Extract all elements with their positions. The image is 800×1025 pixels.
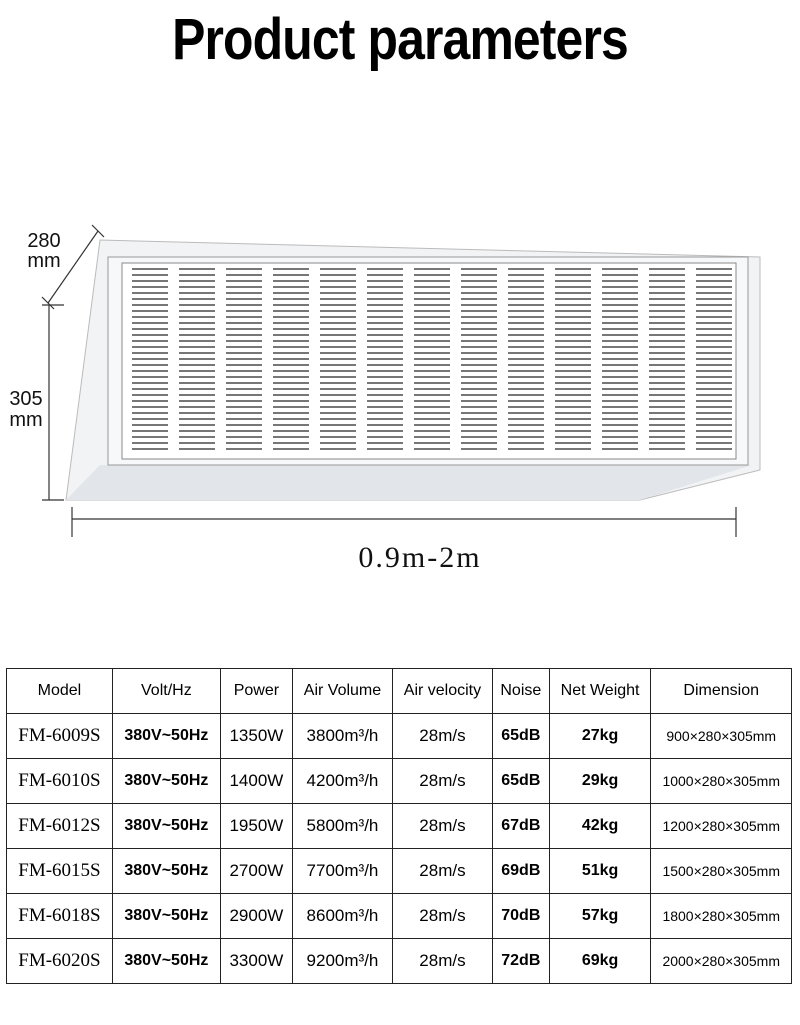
column-header: Net Weight <box>548 668 652 714</box>
table-cell: 1400W <box>219 758 293 804</box>
table-cell: 65dB <box>491 713 550 759</box>
table-row: FM-6015S 380V~50Hz 2700W 7700m³/h 28m/s 69dB 5… <box>6 848 792 894</box>
table-cell: 7700m³/h <box>291 848 393 894</box>
table-cell: 380V~50Hz <box>111 848 221 894</box>
depth-value: 280 <box>27 230 60 252</box>
table-cell: 2900W <box>219 893 293 939</box>
table-cell: 28m/s <box>391 803 493 849</box>
table-cell: 2700W <box>219 848 293 894</box>
table-cell: 70dB <box>491 893 550 939</box>
table-cell: 29kg <box>548 758 652 804</box>
table-cell: 69dB <box>491 848 550 894</box>
height-value: 305 <box>9 388 42 410</box>
table-cell: 380V~50Hz <box>111 758 221 804</box>
table-cell: 1800×280×305mm <box>650 893 792 939</box>
column-header: Air Volume <box>291 668 393 714</box>
table-cell: FM-6018S <box>6 893 113 939</box>
table-row: FM-6009S 380V~50Hz 1350W 3800m³/h 28m/s 65dB 2… <box>6 713 792 759</box>
table-cell: FM-6015S <box>6 848 113 894</box>
column-header: Model <box>6 668 113 714</box>
table-cell: 1500×280×305mm <box>650 848 792 894</box>
table-cell: 380V~50Hz <box>111 893 221 939</box>
table-cell: FM-6012S <box>6 803 113 849</box>
table-cell: 4200m³/h <box>291 758 393 804</box>
height-unit: mm <box>9 409 42 431</box>
header-row: Model Volt/Hz Power Air Volume Air velocity N… <box>6 668 792 714</box>
column-header: Volt/Hz <box>111 668 221 714</box>
table-cell: 3800m³/h <box>291 713 393 759</box>
table-cell: 2000×280×305mm <box>650 938 792 984</box>
table-cell: 51kg <box>548 848 652 894</box>
table-cell: 9200m³/h <box>291 938 393 984</box>
table-cell: 8600m³/h <box>291 893 393 939</box>
table-row: FM-6010S 380V~50Hz 1400W 4200m³/h 28m/s 65dB 2… <box>6 758 792 804</box>
table-cell: 28m/s <box>391 758 493 804</box>
table-cell: 1200×280×305mm <box>650 803 792 849</box>
table-cell: 900×280×305mm <box>650 713 792 759</box>
column-header: Noise <box>491 668 550 714</box>
table-row: FM-6018S 380V~50Hz 2900W 8600m³/h 28m/s 70dB 5… <box>6 893 792 939</box>
table-body: FM-6009S 380V~50Hz 1350W 3800m³/h 28m/s 65dB 2… <box>6 713 792 984</box>
table-cell: 1000×280×305mm <box>650 758 792 804</box>
table-cell: 57kg <box>548 893 652 939</box>
table-cell: 28m/s <box>391 938 493 984</box>
table-cell: 28m/s <box>391 713 493 759</box>
table-cell: 28m/s <box>391 848 493 894</box>
table-cell: 380V~50Hz <box>111 803 221 849</box>
table-cell: 28m/s <box>391 893 493 939</box>
product-drawing: 280 mm 305 mm 0.9m-2m <box>9 224 761 574</box>
spec-table: Model Volt/Hz Power Air Volume Air velocity N… <box>6 668 792 984</box>
table-cell: 3300W <box>219 938 293 984</box>
table-row: FM-6020S 380V~50Hz 3300W 9200m³/h 28m/s 72dB 6… <box>6 938 792 984</box>
column-header: Power <box>219 668 293 714</box>
table-cell: 5800m³/h <box>291 803 393 849</box>
table-cell: 380V~50Hz <box>111 938 221 984</box>
table-cell: 27kg <box>548 713 652 759</box>
table-cell: FM-6009S <box>6 713 113 759</box>
air-curtain <box>65 239 761 501</box>
table-cell: 69kg <box>548 938 652 984</box>
table-cell: 380V~50Hz <box>111 713 221 759</box>
table-cell: 1350W <box>219 713 293 759</box>
table-cell: 1950W <box>219 803 293 849</box>
dimension-lines <box>41 224 737 537</box>
table-cell: FM-6010S <box>6 758 113 804</box>
depth-unit: mm <box>27 250 60 272</box>
table-cell: 42kg <box>548 803 652 849</box>
table-cell: 65dB <box>491 758 550 804</box>
column-header: Dimension <box>650 668 792 714</box>
table-cell: 72dB <box>491 938 550 984</box>
column-header: Air velocity <box>391 668 493 714</box>
length-label: 0.9m-2m <box>358 541 481 574</box>
table-row: FM-6012S 380V~50Hz 1950W 5800m³/h 28m/s 67dB 4… <box>6 803 792 849</box>
page-title: Product parameters <box>172 7 629 72</box>
table-cell: FM-6020S <box>6 938 113 984</box>
table-cell: 67dB <box>491 803 550 849</box>
